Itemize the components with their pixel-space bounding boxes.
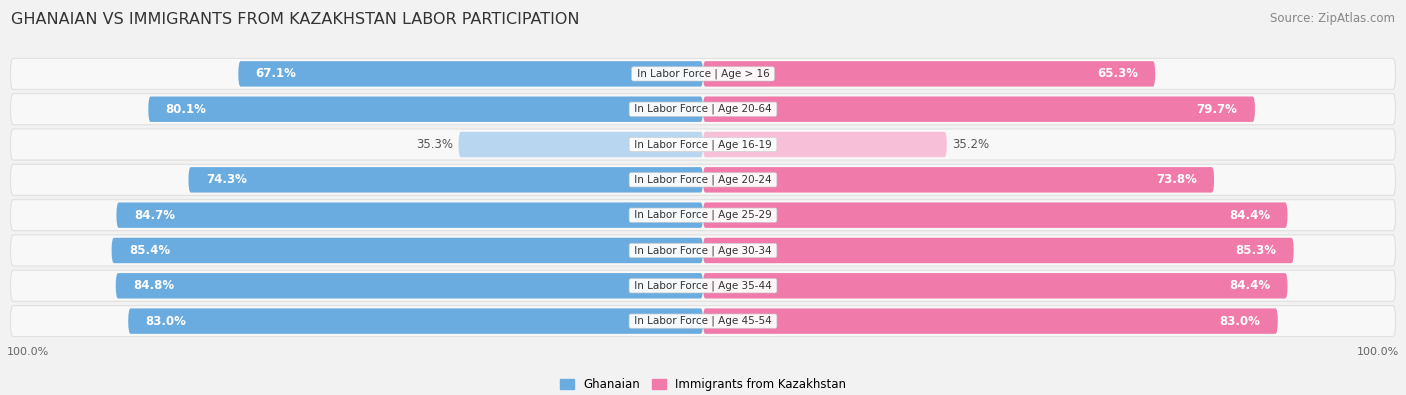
Text: 67.1%: 67.1% [256, 68, 297, 81]
FancyBboxPatch shape [10, 199, 1396, 231]
Text: 85.4%: 85.4% [129, 244, 170, 257]
FancyBboxPatch shape [10, 94, 1396, 125]
FancyBboxPatch shape [239, 61, 703, 87]
Text: 35.3%: 35.3% [416, 138, 453, 151]
FancyBboxPatch shape [703, 238, 1294, 263]
FancyBboxPatch shape [10, 270, 1396, 301]
FancyBboxPatch shape [128, 308, 703, 334]
Text: 84.4%: 84.4% [1229, 209, 1270, 222]
FancyBboxPatch shape [10, 58, 1396, 89]
FancyBboxPatch shape [148, 96, 703, 122]
Text: In Labor Force | Age 20-64: In Labor Force | Age 20-64 [631, 104, 775, 115]
Text: 84.4%: 84.4% [1229, 279, 1270, 292]
Text: 74.3%: 74.3% [205, 173, 246, 186]
FancyBboxPatch shape [703, 167, 1213, 192]
FancyBboxPatch shape [703, 308, 1278, 334]
FancyBboxPatch shape [10, 164, 1396, 196]
FancyBboxPatch shape [458, 132, 703, 157]
Legend: Ghanaian, Immigrants from Kazakhstan: Ghanaian, Immigrants from Kazakhstan [555, 373, 851, 395]
Text: In Labor Force | Age 45-54: In Labor Force | Age 45-54 [631, 316, 775, 326]
Text: In Labor Force | Age 25-29: In Labor Force | Age 25-29 [631, 210, 775, 220]
FancyBboxPatch shape [117, 203, 703, 228]
FancyBboxPatch shape [10, 306, 1396, 337]
FancyBboxPatch shape [703, 132, 946, 157]
Text: 83.0%: 83.0% [1219, 314, 1260, 327]
Text: In Labor Force | Age > 16: In Labor Force | Age > 16 [634, 69, 772, 79]
FancyBboxPatch shape [10, 235, 1396, 266]
Text: In Labor Force | Age 16-19: In Labor Force | Age 16-19 [631, 139, 775, 150]
Text: 65.3%: 65.3% [1097, 68, 1137, 81]
Text: In Labor Force | Age 35-44: In Labor Force | Age 35-44 [631, 280, 775, 291]
Text: 80.1%: 80.1% [166, 103, 207, 116]
FancyBboxPatch shape [703, 61, 1156, 87]
Text: 100.0%: 100.0% [1357, 347, 1399, 357]
FancyBboxPatch shape [111, 238, 703, 263]
Text: 84.7%: 84.7% [134, 209, 174, 222]
Text: 35.2%: 35.2% [952, 138, 990, 151]
Text: 100.0%: 100.0% [7, 347, 49, 357]
FancyBboxPatch shape [188, 167, 703, 192]
Text: 79.7%: 79.7% [1197, 103, 1237, 116]
Text: 84.8%: 84.8% [134, 279, 174, 292]
FancyBboxPatch shape [115, 273, 703, 299]
FancyBboxPatch shape [703, 203, 1288, 228]
FancyBboxPatch shape [703, 96, 1256, 122]
FancyBboxPatch shape [703, 273, 1288, 299]
Text: Source: ZipAtlas.com: Source: ZipAtlas.com [1270, 12, 1395, 25]
FancyBboxPatch shape [10, 129, 1396, 160]
Text: 73.8%: 73.8% [1156, 173, 1197, 186]
Text: 83.0%: 83.0% [146, 314, 187, 327]
Text: 85.3%: 85.3% [1236, 244, 1277, 257]
Text: In Labor Force | Age 20-24: In Labor Force | Age 20-24 [631, 175, 775, 185]
Text: GHANAIAN VS IMMIGRANTS FROM KAZAKHSTAN LABOR PARTICIPATION: GHANAIAN VS IMMIGRANTS FROM KAZAKHSTAN L… [11, 12, 579, 27]
Text: In Labor Force | Age 30-34: In Labor Force | Age 30-34 [631, 245, 775, 256]
